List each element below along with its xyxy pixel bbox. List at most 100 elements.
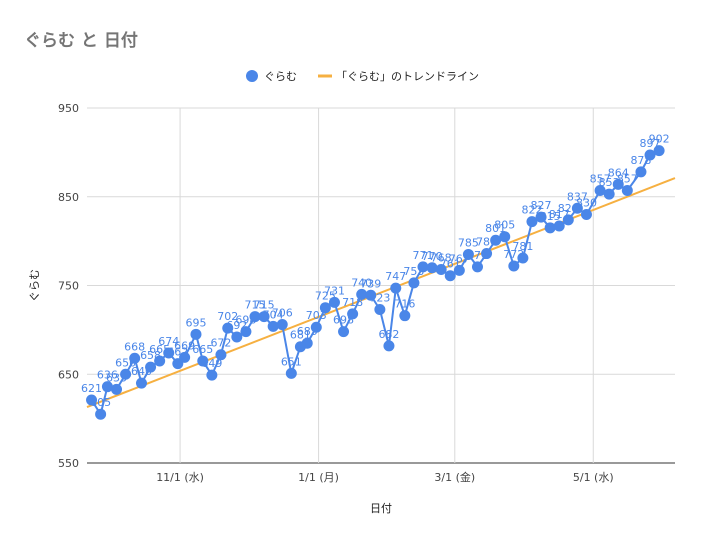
data-label: 902 [649,133,670,146]
data-label: 703 [306,309,327,322]
data-label: 621 [81,382,102,395]
data-point [95,408,107,420]
data-label: 805 [494,219,515,232]
data-label: 672 [210,337,231,350]
data-point [417,261,429,273]
data-point [390,282,402,294]
data-label: 747 [385,270,406,283]
data-point [580,209,592,220]
data-label: 739 [360,277,381,290]
data-point [206,369,218,381]
data-point [240,326,252,338]
y-tick-label: 950 [58,102,79,115]
data-label: 781 [512,240,533,253]
data-point [399,310,411,322]
data-point [490,234,502,246]
data-point [101,381,113,393]
data-point [571,202,583,214]
data-point [310,321,322,333]
data-point [408,277,420,289]
data-point [328,296,340,308]
data-label: 857 [590,173,611,186]
trendline [86,177,676,409]
data-point [129,352,141,364]
data-label: 674 [158,335,179,348]
data-point [644,149,656,161]
data-point [612,178,624,190]
data-point [231,331,243,343]
data-point [621,185,633,197]
data-point [86,394,98,406]
data-point [635,166,647,178]
data-point [197,355,209,367]
data-label: 702 [217,310,238,323]
legend-label-series: ぐらむ [264,70,297,83]
data-point [594,185,606,197]
data-point [190,328,202,340]
y-tick-label: 550 [58,457,79,470]
y-axis-title: ぐらむ [28,269,41,302]
data-point [179,351,191,363]
data-point [111,383,123,395]
data-label: 715 [245,299,266,312]
data-point [526,216,538,228]
data-label: 715 [254,299,275,312]
data-label: 668 [124,340,145,353]
data-point [435,264,447,276]
data-point [154,355,166,367]
data-point [249,311,261,323]
legend-marker-series [246,70,258,82]
data-label: 669 [174,339,195,352]
data-label: 827 [531,199,552,212]
data-point [145,361,157,373]
data-point [365,289,377,301]
data-point [267,320,279,332]
x-axis-title: 日付 [370,502,392,515]
legend-label-trendline: 「ぐらむ」のトレンドライン [336,70,479,83]
data-point [544,222,556,234]
x-tick-label: 11/1 (水) [156,471,204,484]
data-point [653,145,665,157]
data-point [481,248,493,260]
data-point [258,311,270,323]
data-point [453,264,465,276]
data-label: 864 [608,166,629,179]
data-point [508,260,520,272]
data-label: 636 [97,369,118,382]
data-point [444,270,456,282]
data-label: 665 [192,343,213,356]
data-label: 837 [567,190,588,203]
data-point [517,252,529,264]
y-tick-label: 650 [58,368,79,381]
data-point [356,288,368,300]
data-label: 740 [351,276,372,289]
x-tick-label: 1/1 (月) [298,471,339,484]
data-label: 801 [485,222,506,235]
data-label: 768 [431,252,452,265]
data-point [276,319,288,331]
data-label: 682 [378,328,399,341]
data-label: 706 [272,307,293,320]
data-point [462,248,474,260]
data-point [471,261,483,273]
data-point [553,220,565,232]
data-point [135,377,147,389]
data-point [285,367,297,379]
data-point [319,302,331,314]
data-point [120,368,132,380]
data-point [338,326,350,338]
data-label: 731 [324,284,345,297]
data-point [301,337,313,349]
data-label: 771 [413,249,434,262]
data-point [603,188,615,200]
data-label: 695 [185,316,206,329]
data-point [215,349,227,361]
data-point [347,308,359,320]
data-point [383,340,395,352]
data-label: 785 [458,236,479,249]
data-label: 651 [281,355,302,368]
data-point [535,211,547,223]
y-tick-label: 850 [58,191,79,204]
data-point [562,214,574,226]
